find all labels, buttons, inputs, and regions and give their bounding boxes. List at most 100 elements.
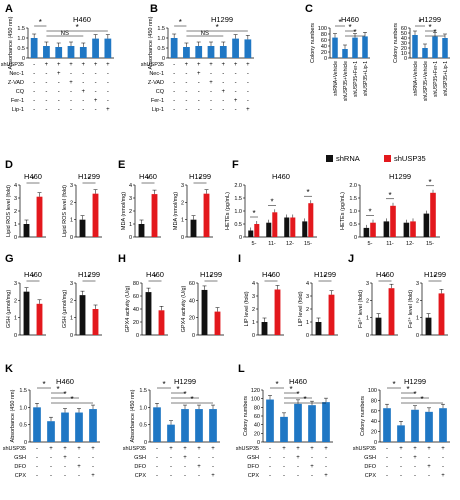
- treatment-label: Nec-1: [149, 71, 164, 77]
- y-tick-label: 2: [416, 298, 419, 304]
- treatment-sign: -: [58, 89, 60, 95]
- treatment-sign: -: [198, 80, 200, 86]
- y-axis-label: Absorbance (450 nm): [148, 16, 154, 69]
- bar: [75, 412, 83, 442]
- treatment-sign: -: [269, 473, 271, 479]
- treatment-sign: -: [212, 455, 214, 461]
- y-tick-label: 1: [306, 320, 309, 326]
- treatment-sign: -: [156, 464, 158, 470]
- treatment-sign: -: [235, 80, 237, 86]
- bar: [423, 213, 430, 237]
- panel-letter: F: [232, 159, 239, 171]
- y-tick-label: 0.5: [234, 222, 242, 228]
- panel-letter: E: [118, 159, 125, 171]
- panel-title: H460: [73, 15, 91, 24]
- y-tick-label: 1.5: [157, 26, 165, 32]
- y-tick-label: 0.5: [19, 423, 27, 429]
- treatment-sign: +: [197, 71, 201, 77]
- treatment-sign: -: [92, 455, 94, 461]
- treatment-label: shUSP35: [3, 446, 26, 452]
- significance-marker: *: [433, 28, 436, 37]
- significance-marker: *: [176, 385, 179, 394]
- y-tick-label: 60: [371, 409, 377, 415]
- panel-title: H460: [146, 270, 164, 279]
- y-tick-label: 1.0: [234, 209, 242, 215]
- treatment-sign: -: [58, 98, 60, 104]
- treatment-sign: +: [63, 446, 67, 452]
- ns-label: NS: [201, 31, 209, 37]
- y-tick-label: 80: [133, 281, 139, 287]
- y-tick-label: 1.5: [234, 196, 242, 202]
- y-tick-label: 40: [321, 44, 327, 50]
- y-tick-label: 80: [254, 405, 260, 411]
- treatment-sign: +: [63, 455, 67, 461]
- bar: [145, 292, 152, 335]
- bar: [43, 46, 50, 58]
- treatment-sign: -: [156, 446, 158, 452]
- bar: [47, 421, 55, 442]
- treatment-label: CPX: [248, 473, 260, 479]
- treatment-label: Z-VAD: [8, 80, 24, 86]
- bar: [23, 224, 30, 237]
- treatment-sign: +: [106, 62, 110, 68]
- bar: [432, 36, 438, 58]
- significance-marker: *: [303, 395, 306, 404]
- legend-swatch: [384, 155, 391, 162]
- significance-marker: *: [70, 395, 73, 404]
- treatment-sign: -: [185, 80, 187, 86]
- treatment-label: DFO: [247, 464, 259, 470]
- y-tick-label: 2: [14, 298, 17, 304]
- treatment-sign: -: [198, 107, 200, 113]
- treatment-sign: -: [269, 446, 271, 452]
- treatment-sign: -: [212, 464, 214, 470]
- treatment-sign: -: [70, 71, 72, 77]
- treatment-label: CQ: [156, 89, 165, 95]
- y-tick-label: 20: [371, 430, 377, 436]
- treatment-sign: +: [413, 446, 417, 452]
- y-tick-label: 100: [368, 388, 377, 394]
- y-axis-label: Absorbance (450 nm): [130, 389, 136, 442]
- treatment-sign: -: [82, 80, 84, 86]
- y-tick-label: 20: [133, 320, 139, 326]
- treatment-sign: -: [36, 455, 38, 461]
- panel-title: H460: [376, 270, 394, 279]
- y-tick-label: 0.5: [157, 46, 165, 52]
- y-tick-label: 0: [14, 235, 17, 241]
- significance-marker: *: [76, 23, 79, 32]
- treatment-sign: -: [70, 89, 72, 95]
- treatment-sign: +: [324, 473, 328, 479]
- y-tick-label: 0: [257, 440, 260, 446]
- y-tick-label: 1: [70, 218, 73, 224]
- treatment-sign: -: [70, 98, 72, 104]
- y-tick-label: 1.0: [139, 405, 147, 411]
- treatment-sign: +: [183, 455, 187, 461]
- treatment-sign: -: [414, 464, 416, 470]
- treatment-sign: +: [94, 98, 98, 104]
- y-tick-label: 1.0: [349, 209, 357, 215]
- y-tick-label: 120: [251, 388, 260, 394]
- treatment-label: DFO: [134, 464, 146, 470]
- y-tick-label: 0: [192, 333, 195, 339]
- y-tick-label: 4: [252, 281, 255, 287]
- treatment-sign: -: [92, 464, 94, 470]
- bar: [442, 38, 448, 58]
- y-tick-label: 3: [306, 294, 309, 300]
- x-tick-label: shUSP35+Vehicle: [343, 61, 349, 101]
- significance-marker: *: [209, 273, 212, 282]
- treatment-sign: -: [428, 473, 430, 479]
- bar: [92, 193, 99, 237]
- bar: [290, 217, 296, 237]
- panel-letter: C: [305, 3, 313, 15]
- significance-marker: *: [42, 380, 45, 389]
- y-tick-label: 2.0: [349, 183, 357, 189]
- y-tick-label: 3: [252, 294, 255, 300]
- bar: [183, 47, 190, 58]
- treatment-sign: -: [414, 473, 416, 479]
- treatment-sign: -: [222, 107, 224, 113]
- treatment-label: shUSP35: [141, 62, 164, 68]
- panel-title: H1299: [174, 377, 196, 386]
- bar: [302, 221, 308, 237]
- y-axis-label: HETEs (pg/mL): [340, 192, 346, 230]
